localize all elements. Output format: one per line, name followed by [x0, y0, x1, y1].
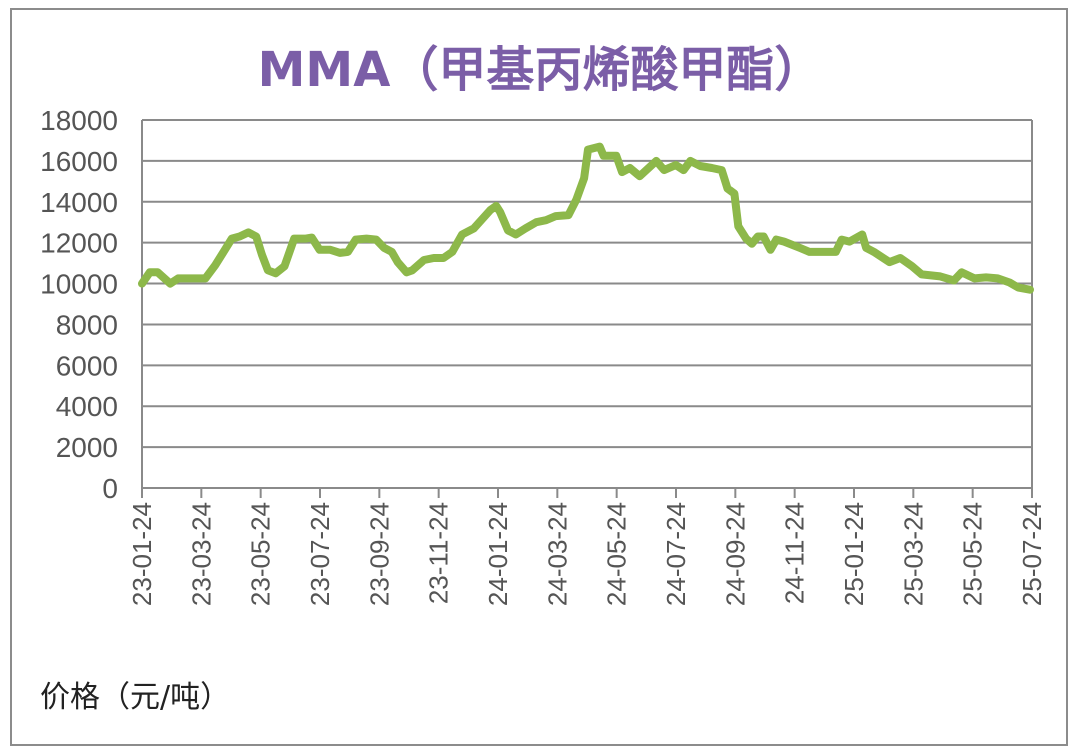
- x-tick-label: 23-11-24: [424, 502, 454, 604]
- y-tick-label: 8000: [56, 309, 118, 340]
- x-tick-label: 24-09-24: [720, 502, 750, 606]
- x-tick-label: 24-05-24: [602, 502, 632, 606]
- x-tick-label: 25-05-24: [958, 502, 988, 606]
- x-tick-label: 25-03-24: [898, 502, 928, 606]
- y-tick-label: 18000: [40, 105, 118, 136]
- x-tick-label: 23-03-24: [186, 502, 216, 606]
- y-tick-label: 16000: [40, 146, 118, 177]
- x-tick-label: 23-07-24: [305, 502, 335, 606]
- x-tick-label: 24-01-24: [483, 502, 513, 606]
- y-tick-label: 4000: [56, 391, 118, 422]
- y-tick-label: 0: [102, 473, 118, 504]
- y-tick-label: 12000: [40, 228, 118, 259]
- y-tick-label: 10000: [40, 269, 118, 300]
- x-tick-label: 23-09-24: [364, 502, 394, 606]
- y-tick-label: 6000: [56, 350, 118, 381]
- x-tick-label: 24-03-24: [542, 502, 572, 606]
- price-line: [138, 142, 1034, 294]
- x-tick-label: 25-01-24: [839, 502, 869, 606]
- x-tick-label: 24-07-24: [661, 502, 691, 606]
- x-tick-label: 23-05-24: [246, 502, 276, 606]
- y-tick-label: 2000: [56, 432, 118, 463]
- chart-title: MMA（甲基丙烯酸甲酯）: [257, 42, 823, 98]
- chart-frame: [10, 8, 1068, 746]
- y-tick-label: 14000: [40, 187, 118, 218]
- x-tick-label: 23-01-24: [127, 502, 157, 606]
- x-tick-label: 24-11-24: [780, 502, 810, 604]
- x-tick-label: 25-07-24: [1017, 502, 1047, 606]
- y-unit-label: 价格（元/吨）: [40, 680, 231, 715]
